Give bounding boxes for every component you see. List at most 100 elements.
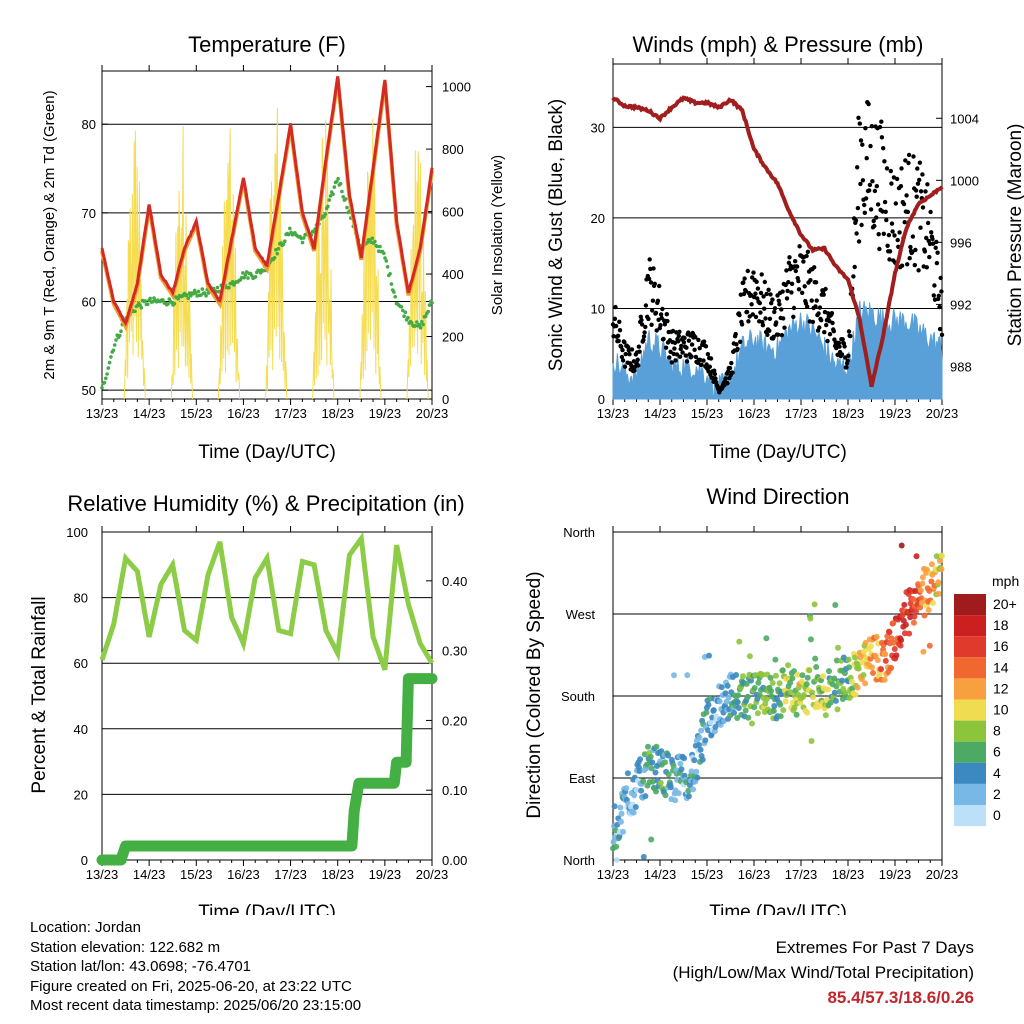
direction-point bbox=[652, 769, 659, 776]
direction-point bbox=[832, 697, 839, 704]
gust-point bbox=[913, 188, 919, 193]
dewpoint-point bbox=[119, 329, 123, 334]
gust-point bbox=[851, 274, 856, 279]
gust-point bbox=[796, 287, 802, 292]
gust-point bbox=[915, 181, 921, 186]
direction-point bbox=[707, 695, 714, 702]
direction-point bbox=[925, 607, 932, 613]
direction-point bbox=[787, 689, 794, 696]
gust-point bbox=[920, 205, 926, 210]
gust-point bbox=[789, 290, 794, 295]
direction-point bbox=[842, 689, 849, 696]
gust-point bbox=[879, 135, 885, 140]
dewpoint-point bbox=[283, 239, 287, 243]
gust-point bbox=[875, 202, 881, 207]
direction-point bbox=[735, 692, 742, 699]
direction-point bbox=[620, 828, 627, 835]
direction-point bbox=[618, 810, 625, 817]
gust-point bbox=[867, 182, 873, 188]
direction-point bbox=[920, 648, 927, 655]
direction-ylabel-left: Direction (Colored By Speed) bbox=[524, 571, 545, 818]
direction-xtick-label: 13/23 bbox=[597, 867, 630, 882]
gust-point bbox=[786, 260, 792, 265]
gust-point bbox=[819, 318, 824, 323]
direction-point bbox=[782, 698, 789, 705]
gust-point bbox=[674, 352, 680, 357]
dewpoint-point bbox=[145, 302, 150, 307]
direction-point bbox=[733, 672, 740, 678]
direction-point bbox=[860, 672, 867, 678]
gust-point bbox=[879, 119, 884, 124]
temp-9m-line bbox=[100, 78, 434, 332]
dewpoint-point bbox=[118, 333, 122, 338]
gust-point bbox=[903, 158, 908, 163]
gust-point bbox=[623, 351, 628, 357]
temperature-right-tick: 600 bbox=[442, 205, 464, 220]
gust-point bbox=[805, 304, 810, 309]
precipitation-line bbox=[96, 673, 438, 866]
direction-point bbox=[827, 699, 834, 706]
humidity-right-tick: 0.20 bbox=[442, 713, 467, 728]
gust-point bbox=[713, 376, 718, 381]
gust-point bbox=[860, 142, 865, 147]
gust-point bbox=[797, 244, 802, 249]
dewpoint-point bbox=[338, 181, 343, 186]
temperature-left-tick: 70 bbox=[82, 206, 96, 221]
dewpoint-point bbox=[403, 310, 408, 315]
gust-point bbox=[770, 297, 775, 302]
direction-point bbox=[671, 672, 677, 679]
gust-point bbox=[869, 124, 874, 129]
gust-point bbox=[937, 304, 942, 310]
direction-point bbox=[684, 672, 691, 679]
gust-point bbox=[857, 121, 862, 126]
gust-point bbox=[650, 298, 656, 303]
direction-point bbox=[921, 612, 928, 619]
direction-point bbox=[677, 760, 684, 767]
gust-point bbox=[793, 268, 798, 274]
legend-swatch bbox=[954, 805, 986, 827]
gust-point bbox=[812, 265, 817, 270]
gust-point bbox=[738, 339, 743, 344]
gust-point bbox=[757, 300, 762, 306]
gust-point bbox=[627, 352, 632, 357]
direction-point bbox=[870, 670, 876, 676]
gust-point bbox=[786, 280, 791, 285]
gust-point bbox=[904, 193, 909, 198]
direction-point bbox=[613, 857, 620, 863]
dewpoint-point bbox=[341, 195, 346, 199]
gust-point bbox=[824, 322, 829, 328]
gust-point bbox=[800, 290, 805, 295]
direction-point bbox=[935, 590, 942, 597]
winds-xlabel: Time (Day/UTC) bbox=[709, 442, 847, 463]
gust-point bbox=[730, 370, 735, 375]
direction-point bbox=[716, 698, 723, 705]
dewpoint-point bbox=[100, 386, 104, 390]
gust-point bbox=[683, 353, 688, 358]
humidity-xlabel: Time (Day/UTC) bbox=[198, 902, 336, 915]
direction-point bbox=[623, 785, 630, 792]
humidity-right-tick: 0.40 bbox=[442, 574, 467, 589]
winds-right-tick: 988 bbox=[950, 359, 972, 374]
direction-point bbox=[893, 652, 900, 659]
legend-label: 10 bbox=[993, 702, 1009, 718]
humidity-title: Relative Humidity (%) & Precipitation (i… bbox=[67, 491, 464, 516]
gust-point bbox=[809, 298, 814, 303]
gust-point bbox=[739, 322, 745, 327]
dewpoint-point bbox=[373, 239, 377, 244]
direction-point bbox=[911, 613, 918, 620]
gust-point bbox=[814, 298, 819, 303]
dewpoint-point bbox=[186, 296, 191, 301]
gust-point bbox=[894, 176, 900, 182]
direction-point bbox=[613, 843, 620, 850]
temperature-right-tick: 1000 bbox=[442, 80, 471, 95]
legend-label: 0 bbox=[993, 807, 1001, 823]
dewpoint-point bbox=[148, 296, 152, 301]
gust-point bbox=[655, 298, 661, 303]
direction-point bbox=[705, 701, 712, 708]
gust-point bbox=[823, 286, 828, 292]
direction-point bbox=[618, 818, 624, 825]
direction-point bbox=[735, 705, 742, 711]
gust-point bbox=[936, 293, 941, 298]
dewpoint-point bbox=[166, 302, 170, 306]
direction-point bbox=[785, 662, 792, 669]
